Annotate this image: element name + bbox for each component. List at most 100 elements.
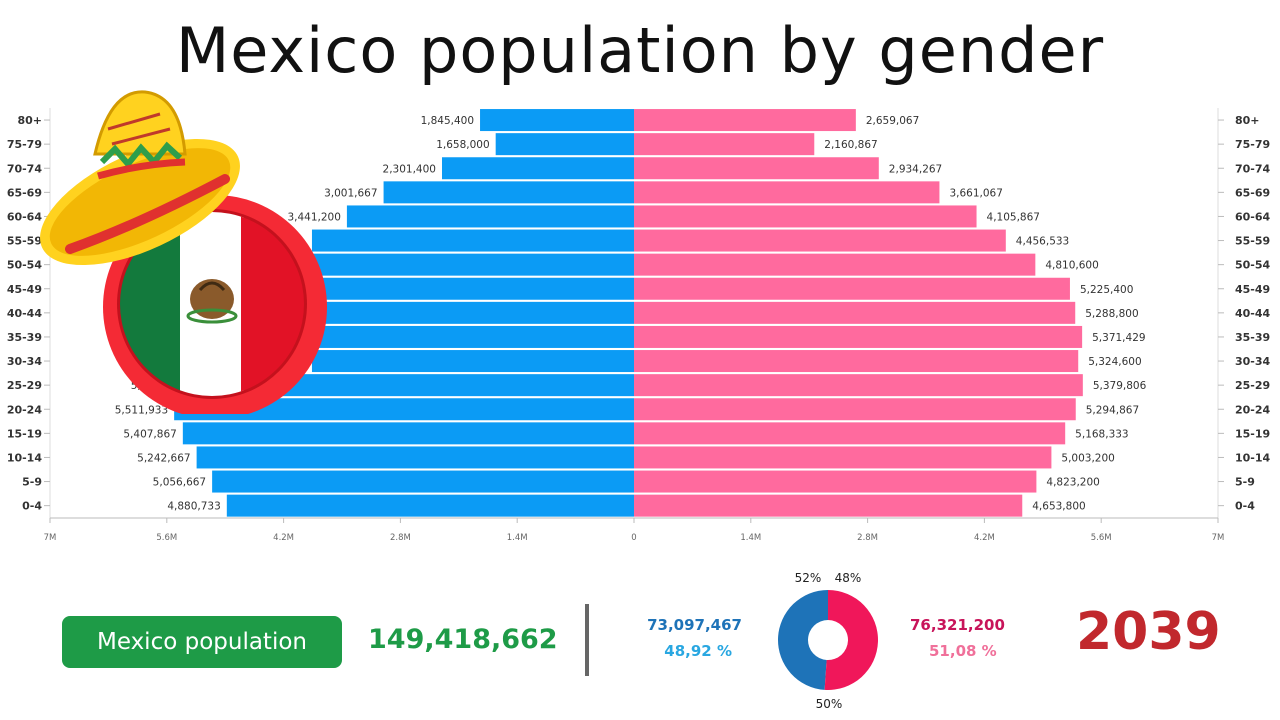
female-bar — [634, 325, 1083, 348]
female-bar — [634, 446, 1052, 469]
male-value-label: 2,301,400 — [383, 163, 436, 175]
female-value-label: 5,003,200 — [1061, 452, 1114, 464]
male-bar — [441, 157, 634, 180]
age-group-label-right: 10-14 — [1235, 451, 1271, 464]
male-bar — [212, 470, 634, 493]
male-value-label: 3,441,200 — [287, 211, 340, 223]
female-bar — [634, 374, 1083, 397]
male-count: 73,097,467 — [647, 616, 742, 634]
male-bar — [495, 133, 634, 156]
female-bar — [634, 253, 1036, 276]
x-tick-label: 4.2M — [273, 533, 294, 543]
male-bar — [311, 301, 634, 324]
female-value-label: 4,105,867 — [987, 211, 1040, 223]
male-bar — [383, 181, 634, 204]
male-value-label: 5,511,933 — [115, 404, 168, 416]
age-group-label: 0-4 — [22, 500, 42, 513]
age-group-label: 45-49 — [7, 283, 42, 296]
x-tick-label: 7M — [1212, 533, 1225, 543]
x-tick-label: 1.4M — [740, 533, 761, 543]
male-bar — [311, 277, 634, 300]
age-group-label-right: 60-64 — [1235, 210, 1271, 223]
female-bar — [634, 350, 1079, 373]
male-value-label: 5,242,667 — [137, 452, 190, 464]
x-tick-label: 7M — [44, 533, 57, 543]
female-bar — [634, 109, 856, 132]
male-bar — [182, 422, 634, 445]
age-group-label: 65-69 — [7, 186, 42, 199]
age-group-label: 75-79 — [7, 138, 42, 151]
female-bar — [634, 422, 1066, 445]
male-bar — [174, 398, 634, 421]
female-value-label: 4,653,800 — [1032, 501, 1085, 513]
female-bar — [634, 470, 1037, 493]
female-bar — [634, 398, 1076, 421]
female-value-label: 4,456,533 — [1016, 236, 1069, 248]
female-percent: 51,08 % — [929, 642, 997, 660]
age-group-label: 55-59 — [7, 235, 42, 248]
female-bar — [634, 229, 1006, 252]
male-bar — [346, 205, 634, 228]
x-tick-label: 4.2M — [974, 533, 995, 543]
mexico-flag-sombrero-icon — [40, 90, 327, 414]
x-tick-label: 1.4M — [507, 533, 528, 543]
age-group-label-right: 45-49 — [1235, 283, 1270, 296]
female-value-label: 5,371,429 — [1092, 332, 1145, 344]
female-value-label: 2,934,267 — [889, 163, 942, 175]
male-bar — [196, 446, 634, 469]
gender-donut-chart: 52% 48% 50% — [778, 571, 879, 711]
age-group-label-right: 35-39 — [1235, 331, 1270, 344]
age-group-label-right: 25-29 — [1235, 379, 1270, 392]
male-bar — [311, 229, 634, 252]
male-value-label: 1,845,400 — [421, 115, 474, 127]
female-bar — [634, 277, 1070, 300]
age-group-label-right: 5-9 — [1235, 476, 1255, 489]
age-group-label: 80+ — [17, 114, 42, 127]
age-group-label-right: 55-59 — [1235, 235, 1270, 248]
male-value-label: 5,407,867 — [123, 428, 176, 440]
age-group-label: 50-54 — [7, 259, 43, 272]
age-group-label-right: 50-54 — [1235, 259, 1271, 272]
age-group-label-right: 30-34 — [1235, 355, 1271, 368]
female-bar — [634, 205, 977, 228]
male-bar — [311, 325, 634, 348]
age-group-label-right: 65-69 — [1235, 186, 1270, 199]
year-label: 2039 — [1076, 602, 1221, 662]
x-tick-label: 2.8M — [390, 533, 411, 543]
x-tick-label: 2.8M — [857, 533, 878, 543]
female-count: 76,321,200 — [910, 616, 1005, 634]
male-bar — [480, 109, 634, 132]
age-group-label-right: 20-24 — [1235, 403, 1271, 416]
female-value-label: 5,379,806 — [1093, 380, 1147, 392]
female-value-label: 5,294,867 — [1086, 404, 1139, 416]
age-group-label-right: 75-79 — [1235, 138, 1270, 151]
x-tick-label: 5.6M — [156, 533, 177, 543]
male-bar — [311, 253, 634, 276]
age-group-label: 70-74 — [7, 162, 43, 175]
population-total: 149,418,662 — [368, 624, 558, 655]
age-group-label: 25-29 — [7, 379, 42, 392]
female-value-label: 4,810,600 — [1045, 260, 1098, 272]
age-group-label-right: 0-4 — [1235, 500, 1255, 513]
donut-label-bottom: 50% — [816, 697, 843, 711]
age-group-label-right: 15-19 — [1235, 427, 1270, 440]
female-value-label: 5,168,333 — [1075, 428, 1128, 440]
divider — [585, 604, 589, 676]
age-group-label: 5-9 — [22, 476, 42, 489]
male-bar — [311, 350, 634, 373]
x-tick-label: 5.6M — [1091, 533, 1112, 543]
age-group-label: 20-24 — [7, 403, 43, 416]
male-percent: 48,92 % — [664, 642, 732, 660]
male-value-label: 3,001,667 — [324, 187, 377, 199]
age-group-label: 40-44 — [7, 307, 43, 320]
female-bar — [634, 133, 815, 156]
chart-title: Mexico population by gender — [175, 14, 1105, 87]
donut-female-slice — [824, 590, 879, 690]
female-value-label: 5,324,600 — [1088, 356, 1141, 368]
age-group-label: 35-39 — [7, 331, 42, 344]
female-bar — [634, 494, 1023, 517]
male-bar — [226, 494, 634, 517]
female-value-label: 2,659,067 — [866, 115, 919, 127]
female-value-label: 5,225,400 — [1080, 284, 1133, 296]
donut-label-top-right: 48% — [835, 571, 862, 585]
